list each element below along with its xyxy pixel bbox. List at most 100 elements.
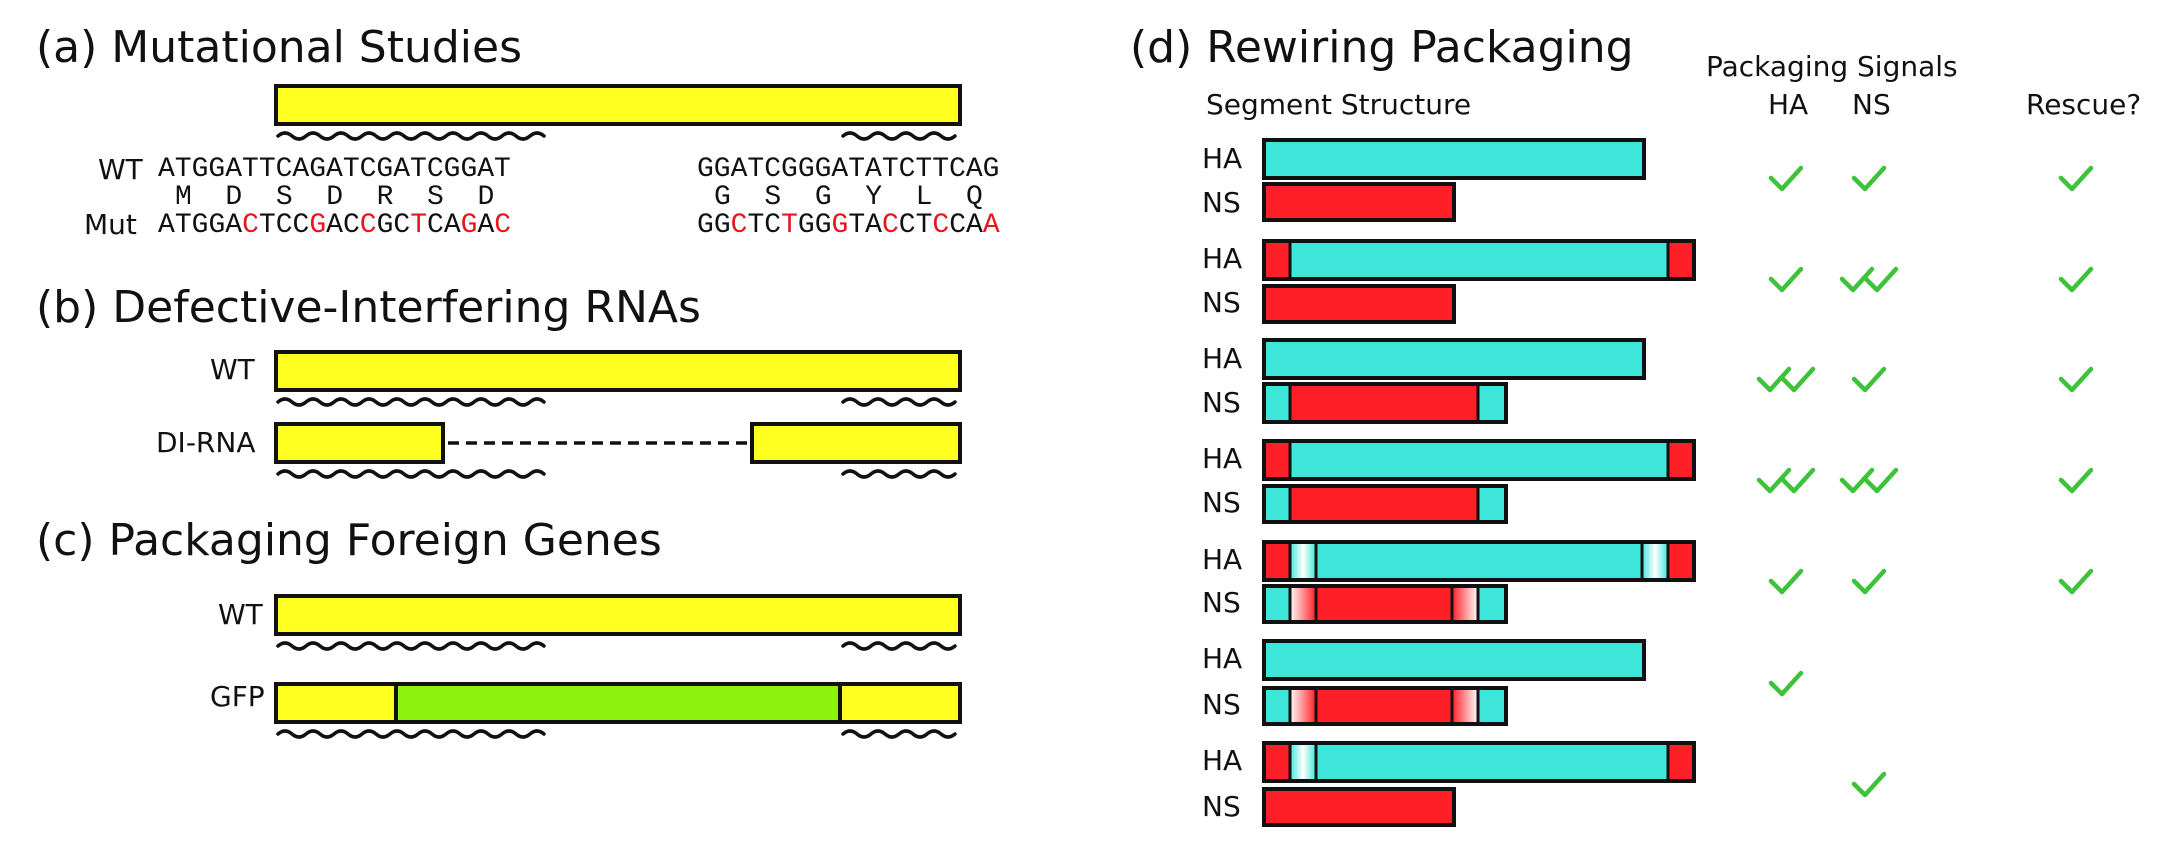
ha-signal-check-icon: [1780, 366, 1816, 393]
ns-signal-check-icon: [1851, 165, 1887, 192]
wt-segment-bar: [274, 350, 962, 392]
ns-label: NS: [1202, 486, 1241, 519]
ha-signal-check-icon: [1756, 366, 1792, 393]
mutated-signal-region: [1290, 743, 1316, 781]
ns-coding-region: [1290, 384, 1478, 422]
ha-label: HA: [1202, 744, 1242, 777]
ns-coding-region: [1316, 688, 1452, 724]
segment-bar: [274, 84, 962, 126]
base: A: [225, 210, 242, 241]
di-rna-3prime-bar: [750, 422, 962, 464]
mutated-signal-region: [1642, 542, 1668, 580]
ns-segment-outline: [1262, 484, 1508, 524]
ha-signal-check-icon: [1768, 266, 1804, 293]
wt-segment-bar: [274, 594, 962, 636]
packaging-signal-squiggle: [841, 397, 957, 407]
ha-signal-check-icon: [1768, 165, 1804, 192]
construct-row-6: HA NS: [1202, 639, 1646, 726]
mutated-signal-region: [1290, 688, 1316, 724]
construct-row-3: HA NS: [1202, 338, 1646, 424]
ha-label: HA: [1202, 442, 1242, 475]
ns-segment-outline: [1262, 382, 1508, 424]
segment-structure-header: Segment Structure: [1206, 88, 1471, 121]
base: C: [276, 210, 293, 241]
check-marks: [1756, 165, 2094, 798]
ns-signal-check-icon: [1851, 568, 1887, 595]
panel-c-title: (c) Packaging Foreign Genes: [36, 515, 662, 566]
mutated-base: C: [882, 210, 899, 241]
ns-label: NS: [1202, 688, 1241, 721]
packaging-signal-squiggle: [841, 469, 957, 479]
construct-row-1: HA NS: [1202, 138, 1646, 222]
mutated-base: C: [242, 210, 259, 241]
ns-packaging-signal-5prime: [1264, 241, 1290, 279]
ns-coding-region: [1290, 486, 1478, 522]
ha-signal-check-icon: [1780, 467, 1816, 494]
construct-row-7: HA NS: [1202, 741, 1696, 827]
mutated-base: A: [983, 210, 1000, 241]
di-rna-label: DI-RNA: [156, 426, 255, 459]
ns-packaging-signal-3prime: [1668, 743, 1694, 781]
wt-label: WT: [210, 353, 256, 386]
ha-segment: [1262, 639, 1646, 681]
mutated-base: T: [781, 210, 798, 241]
ns-label: NS: [1202, 386, 1241, 419]
gfp-label: GFP: [210, 680, 265, 713]
ns-packaging-signal-5prime: [1264, 441, 1290, 479]
construct-row-5: HA NS: [1202, 540, 1696, 624]
amino-acids-right: G S G Y L Q: [714, 182, 983, 213]
mutated-signal-region: [1452, 586, 1478, 622]
base: T: [175, 210, 192, 241]
construct-row-4: HA NS: [1202, 439, 1696, 524]
panel-b-title: (b) Defective-Interfering RNAs: [36, 282, 701, 333]
base: C: [899, 210, 916, 241]
rescue-check-icon: [2058, 366, 2094, 393]
base: C: [393, 210, 410, 241]
mutated-base: C: [932, 210, 949, 241]
ha-segment: [1262, 138, 1646, 180]
ha-label: HA: [1202, 242, 1242, 275]
ns-label: NS: [1202, 186, 1241, 219]
panel-a: (a) Mutational Studies WT Mut ATGGATTCAG…: [36, 22, 1000, 241]
base: A: [158, 210, 175, 241]
panel-a-title: (a) Mutational Studies: [36, 22, 522, 73]
mut-seq-label: Mut: [84, 208, 137, 241]
packaging-signal-squiggle: [276, 641, 546, 651]
ns-packaging-signal-3prime: [1668, 441, 1694, 479]
ha-label: HA: [1202, 642, 1242, 675]
base: T: [259, 210, 276, 241]
ha-column-header: HA: [1768, 88, 1808, 121]
ha-segment: [1264, 542, 1694, 580]
rescue-check-icon: [2058, 568, 2094, 595]
base: G: [208, 210, 225, 241]
ns-segment: [1262, 284, 1456, 324]
base: A: [865, 210, 882, 241]
packaging-signal-squiggle: [841, 131, 957, 141]
mutated-base: C: [731, 210, 748, 241]
ha-signal-check-icon: [1768, 568, 1804, 595]
mutated-signal-region: [1290, 542, 1316, 580]
packaging-signal-squiggle: [841, 729, 957, 739]
ns-signal-check-icon: [1839, 266, 1875, 293]
ns-column-header: NS: [1852, 88, 1891, 121]
di-rna-5prime-bar: [274, 422, 445, 464]
packaging-signal-squiggle: [276, 131, 546, 141]
wt-label: WT: [218, 598, 264, 631]
base: T: [747, 210, 764, 241]
ns-packaging-signal-5prime: [1264, 542, 1290, 580]
panel-d: (d) Rewiring Packaging Segment Structure…: [1130, 22, 2141, 827]
ha-segment-outline: [1262, 741, 1696, 783]
ha-label: HA: [1202, 543, 1242, 576]
panel-c: (c) Packaging Foreign Genes WT GFP: [36, 515, 962, 739]
base: C: [764, 210, 781, 241]
rescue-check-icon: [2058, 165, 2094, 192]
ns-packaging-signal-3prime: [1668, 241, 1694, 279]
ns-signal-check-icon: [1863, 266, 1899, 293]
mut-sequence-left: ATGGACTCCGACCGCTCAGAC: [158, 210, 511, 241]
ha-signal-check-icon: [1756, 467, 1792, 494]
packaging-signal-squiggle: [276, 397, 546, 407]
ha-segment: [1262, 338, 1646, 380]
ns-label: NS: [1202, 286, 1241, 319]
mutated-base: G: [832, 210, 849, 241]
